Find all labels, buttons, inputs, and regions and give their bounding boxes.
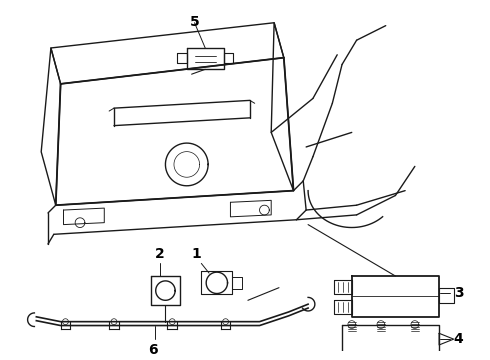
Text: 4: 4 (454, 332, 464, 346)
Text: 3: 3 (454, 285, 463, 300)
Text: 5: 5 (190, 15, 199, 29)
Text: 2: 2 (155, 247, 165, 261)
Text: 1: 1 (192, 247, 201, 261)
Text: 6: 6 (148, 343, 158, 357)
